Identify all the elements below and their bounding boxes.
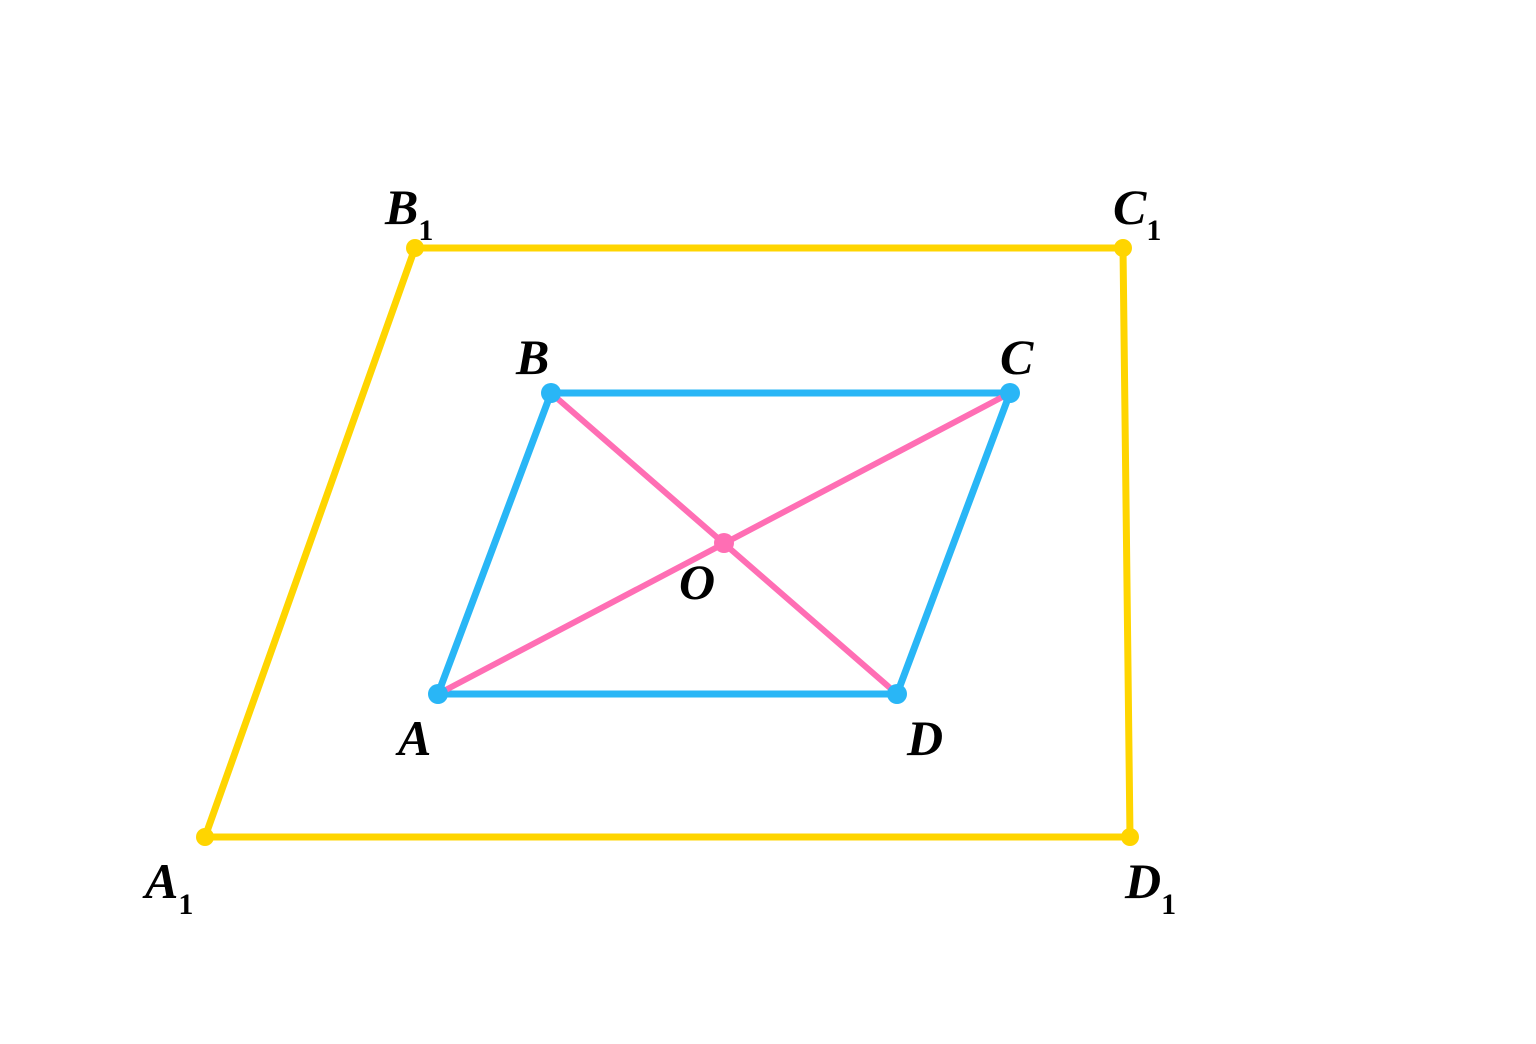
geometry-diagram xyxy=(0,0,1536,1044)
diagram-svg xyxy=(0,0,1536,1044)
vertex-label: D1 xyxy=(1125,852,1176,917)
vertex-label: B xyxy=(516,328,549,386)
vertex-label: A xyxy=(398,709,431,767)
vertex-label: C1 xyxy=(1113,178,1161,243)
vertex-label: B1 xyxy=(385,178,433,243)
vertex-label: D xyxy=(907,709,943,767)
vertex-label: A1 xyxy=(145,852,193,917)
vertex-label: O xyxy=(679,553,715,611)
vertex-label: C xyxy=(1000,328,1033,386)
